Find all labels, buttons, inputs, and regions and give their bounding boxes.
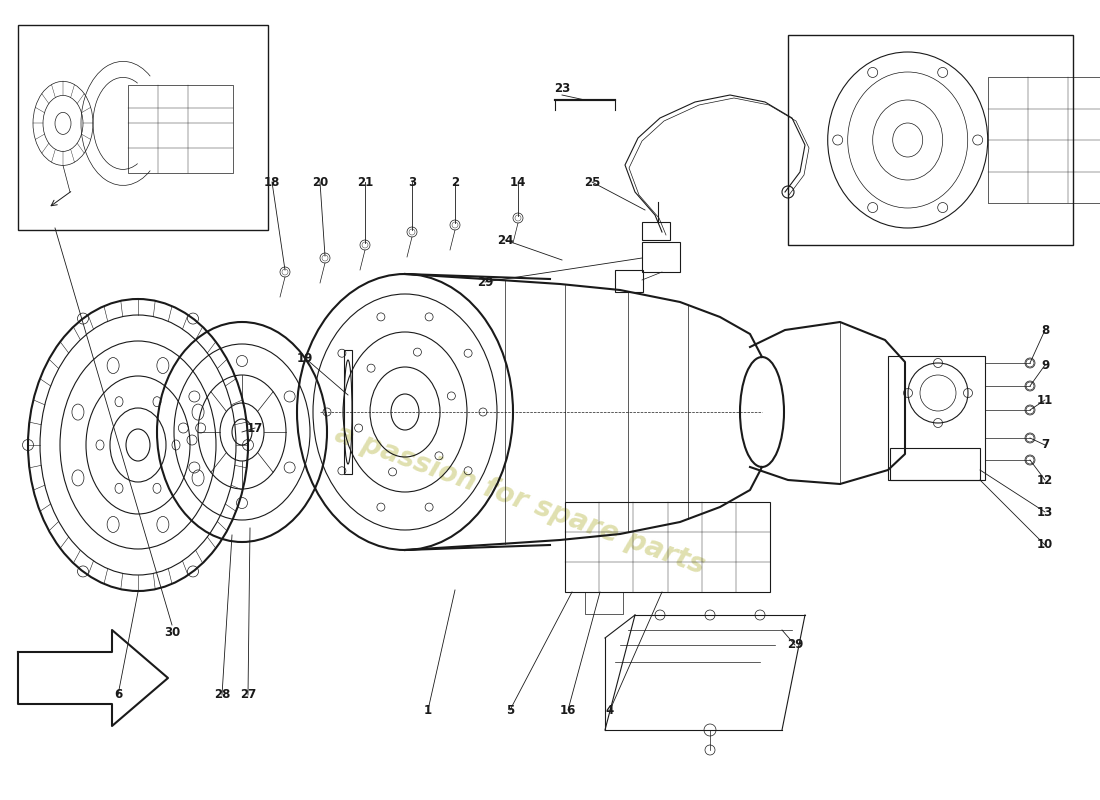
- Text: 17: 17: [246, 422, 263, 434]
- Text: 25: 25: [584, 175, 601, 189]
- Text: 5: 5: [506, 703, 514, 717]
- Bar: [788, 35, 1072, 245]
- Text: 13: 13: [1037, 506, 1053, 518]
- Text: 2: 2: [451, 175, 459, 189]
- Text: 23: 23: [554, 82, 570, 94]
- Text: 16: 16: [560, 703, 576, 717]
- Text: 29: 29: [786, 638, 803, 651]
- Polygon shape: [18, 630, 168, 726]
- Text: 12: 12: [1037, 474, 1053, 486]
- Text: 24: 24: [497, 234, 514, 246]
- Text: 27: 27: [240, 689, 256, 702]
- Text: 7: 7: [1041, 438, 1049, 451]
- Text: 3: 3: [408, 175, 416, 189]
- Text: 4: 4: [606, 703, 614, 717]
- Bar: [565, 502, 770, 592]
- Text: 28: 28: [213, 689, 230, 702]
- Text: 21: 21: [356, 175, 373, 189]
- Bar: [988, 77, 1100, 203]
- Text: 1: 1: [424, 703, 432, 717]
- Text: 8: 8: [1041, 323, 1049, 337]
- Text: 19: 19: [297, 351, 313, 365]
- Text: 9: 9: [1041, 358, 1049, 371]
- Bar: [585, 592, 623, 614]
- Bar: [18, 25, 268, 230]
- Text: 30: 30: [164, 626, 180, 638]
- Bar: [642, 242, 680, 272]
- Text: 18: 18: [264, 175, 280, 189]
- Bar: [642, 222, 670, 240]
- Bar: [615, 270, 644, 292]
- Text: 14: 14: [509, 175, 526, 189]
- Text: 29: 29: [476, 275, 493, 289]
- Text: 10: 10: [1037, 538, 1053, 551]
- Text: 11: 11: [1037, 394, 1053, 406]
- Bar: [128, 85, 233, 173]
- Text: a passion for spare parts: a passion for spare parts: [331, 420, 708, 580]
- Text: 6: 6: [114, 689, 122, 702]
- Text: 20: 20: [312, 175, 328, 189]
